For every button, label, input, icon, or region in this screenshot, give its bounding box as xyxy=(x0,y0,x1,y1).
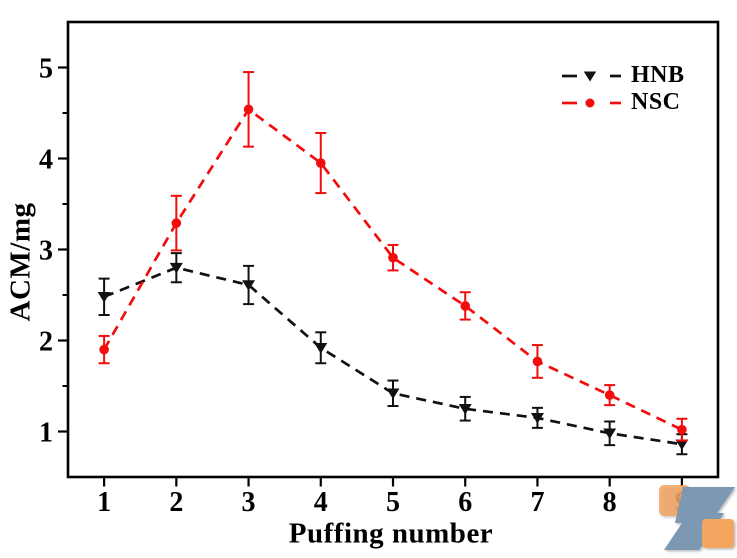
data-point-circle xyxy=(460,301,471,311)
data-point-circle xyxy=(532,356,543,367)
data-point-triangle-down xyxy=(583,71,597,81)
x-axis-tick-label: 7 xyxy=(530,487,544,518)
logo-blue-z-shape xyxy=(664,487,735,550)
data-point-triangle-down xyxy=(458,403,472,415)
x-axis-tick-label: 6 xyxy=(458,487,472,518)
x-axis-tick-label: 2 xyxy=(169,487,183,518)
logo-orange-square-bottom xyxy=(702,519,734,548)
data-point-triangle-down xyxy=(603,428,617,440)
data-point-circle xyxy=(388,252,398,263)
plot-frame xyxy=(66,20,720,479)
x-axis-tick-label: 4 xyxy=(314,487,328,518)
data-point-circle xyxy=(99,344,109,355)
data-point-triangle-down xyxy=(675,439,689,451)
legend-item-hnb: HNB xyxy=(560,62,685,89)
x-axis-tick-label: 5 xyxy=(386,487,400,518)
legend-label-hnb: HNB xyxy=(631,62,685,88)
hnb-line xyxy=(103,266,683,446)
y-axis-tick-label: 5 xyxy=(39,54,53,85)
y-axis-title: ACM/mg xyxy=(4,202,37,322)
hnb-line-marker-icon xyxy=(562,71,621,81)
data-point-triangle-down xyxy=(169,262,183,274)
legend-label-nsc: NSC xyxy=(631,89,681,115)
nsc-line xyxy=(102,107,683,431)
brand-logo xyxy=(655,477,737,558)
legend: HNB NSC xyxy=(560,62,685,116)
brand-logo-graphic xyxy=(659,485,735,550)
data-point-circle xyxy=(677,424,687,435)
x-axis-title: Puffing number xyxy=(288,517,494,550)
nsc-line-marker-icon xyxy=(562,98,621,107)
data-point-triangle-down xyxy=(314,342,328,354)
x-axis-tick-label: 8 xyxy=(603,487,617,518)
y-axis-tick-label: 4 xyxy=(39,145,53,176)
y-axis-tick-label: 2 xyxy=(39,327,53,358)
data-point-triangle-down xyxy=(386,388,400,400)
data-point-triangle-down xyxy=(97,292,111,303)
legend-item-nsc: NSC xyxy=(560,89,685,116)
x-axis-tick-label: 3 xyxy=(242,487,256,518)
data-point-circle xyxy=(243,104,254,115)
y-axis-tick-label: 1 xyxy=(39,418,53,449)
data-point-circle xyxy=(171,218,182,228)
data-point-circle xyxy=(315,158,326,168)
x-axis-tick-label: 1 xyxy=(97,487,111,518)
data-point-triangle-down xyxy=(242,280,256,291)
data-point-triangle-down xyxy=(530,413,544,424)
data-point-circle xyxy=(585,98,595,107)
data-point-circle xyxy=(604,390,615,400)
y-axis-tick-label: 3 xyxy=(39,236,53,267)
